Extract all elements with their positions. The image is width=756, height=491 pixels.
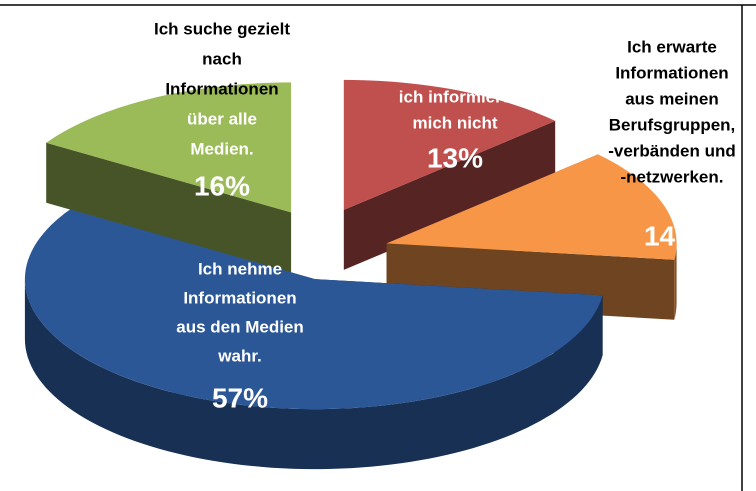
slice-side bbox=[343, 120, 556, 270]
slice-label: -verbänden und bbox=[608, 141, 736, 160]
slice-top bbox=[386, 154, 677, 260]
slice-label: Ich nehme bbox=[198, 259, 282, 278]
slice-label: wahr. bbox=[217, 346, 261, 365]
slice-label: -netzwerken. bbox=[621, 167, 724, 186]
value-label: 57% bbox=[212, 382, 268, 413]
slice-label: nach bbox=[202, 49, 242, 68]
slice-label: über alle bbox=[187, 109, 257, 128]
slice-wall bbox=[674, 243, 677, 320]
slice-side bbox=[46, 142, 292, 273]
slice-label: Informationen bbox=[615, 63, 728, 82]
slice-label: Informationen bbox=[183, 288, 296, 307]
slice-label: Berufsgruppen, bbox=[609, 115, 736, 134]
slice-top bbox=[343, 79, 556, 210]
value-label: 16% bbox=[194, 170, 250, 201]
slice-label: aus meinen bbox=[625, 89, 719, 108]
slice-wall bbox=[24, 279, 603, 470]
slice-label: Medien. bbox=[190, 139, 253, 158]
slice-top bbox=[46, 82, 292, 213]
slice-label: aus den Medien bbox=[176, 317, 304, 336]
labels: ich informiere mich nicht 13% Ich erwarte In… bbox=[154, 19, 736, 413]
slice-top bbox=[24, 209, 603, 410]
slice-label: Informationen bbox=[165, 79, 278, 98]
value-label: 14% bbox=[644, 220, 700, 251]
slices bbox=[24, 79, 677, 470]
slice-label: mich nicht bbox=[412, 113, 497, 132]
value-label: 13% bbox=[427, 142, 483, 173]
slice-label: Ich erwarte bbox=[627, 37, 717, 56]
slice-label: Ich suche gezielt bbox=[154, 19, 290, 38]
slice-label: ich informiere bbox=[399, 87, 511, 106]
